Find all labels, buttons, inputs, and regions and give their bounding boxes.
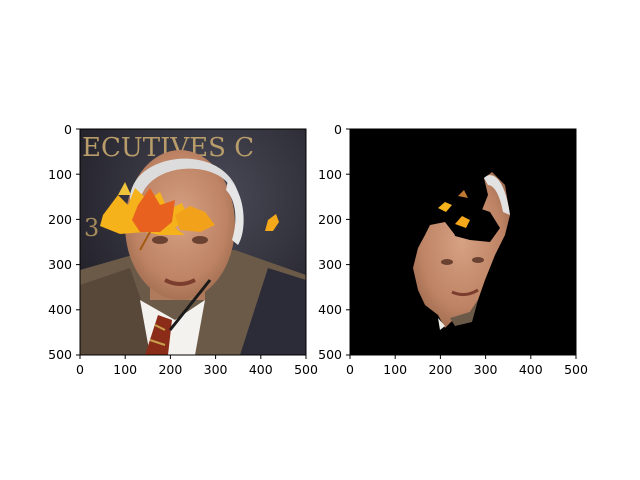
- right-panel: 0 100 200 300 400 500 0 100 200 300 400 …: [318, 122, 588, 377]
- left-y-tick-400: 400: [48, 302, 72, 317]
- svg-text:3: 3: [84, 214, 99, 242]
- right-x-tick-200: 200: [428, 362, 452, 377]
- left-x-tick-100: 100: [113, 362, 137, 377]
- right-x-tick-400: 400: [519, 362, 543, 377]
- right-y-tick-200: 200: [318, 212, 342, 227]
- right-y-tick-100: 100: [318, 167, 342, 182]
- right-y-tick-500: 500: [318, 347, 342, 362]
- right-y-axis: 0 100 200 300 400 500: [318, 122, 350, 362]
- left-photo: ECUTIVES C 3: [80, 129, 306, 355]
- hair: [130, 158, 240, 200]
- left-axes-frame: [79, 128, 307, 356]
- left-y-tick-500: 500: [48, 347, 72, 362]
- left-x-tick-500: 500: [294, 362, 318, 377]
- right-x-tick-100: 100: [383, 362, 407, 377]
- right-x-tick-500: 500: [564, 362, 588, 377]
- left-x-tick-200: 200: [158, 362, 182, 377]
- leaf-overlay: [100, 182, 279, 251]
- tie: [145, 315, 172, 355]
- left-x-tick-400: 400: [249, 362, 273, 377]
- left-x-axis: 0 100 200 300 400 500: [76, 355, 318, 377]
- right-x-axis: 0 100 200 300 400 500: [346, 355, 588, 377]
- left-y-tick-0: 0: [64, 122, 72, 137]
- right-photo: [350, 129, 576, 355]
- left-x-tick-300: 300: [204, 362, 228, 377]
- right-y-tick-400: 400: [318, 302, 342, 317]
- left-y-tick-200: 200: [48, 212, 72, 227]
- right-x-tick-0: 0: [346, 362, 354, 377]
- left-y-tick-100: 100: [48, 167, 72, 182]
- left-y-tick-300: 300: [48, 257, 72, 272]
- right-y-tick-300: 300: [318, 257, 342, 272]
- left-x-tick-0: 0: [76, 362, 84, 377]
- right-axes-frame: [349, 128, 577, 356]
- left-y-axis: 0 100 200 300 400 500: [48, 122, 80, 362]
- left-panel: ECUTIVES C 3: [48, 122, 318, 377]
- right-x-tick-300: 300: [474, 362, 498, 377]
- right-y-tick-0: 0: [334, 122, 342, 137]
